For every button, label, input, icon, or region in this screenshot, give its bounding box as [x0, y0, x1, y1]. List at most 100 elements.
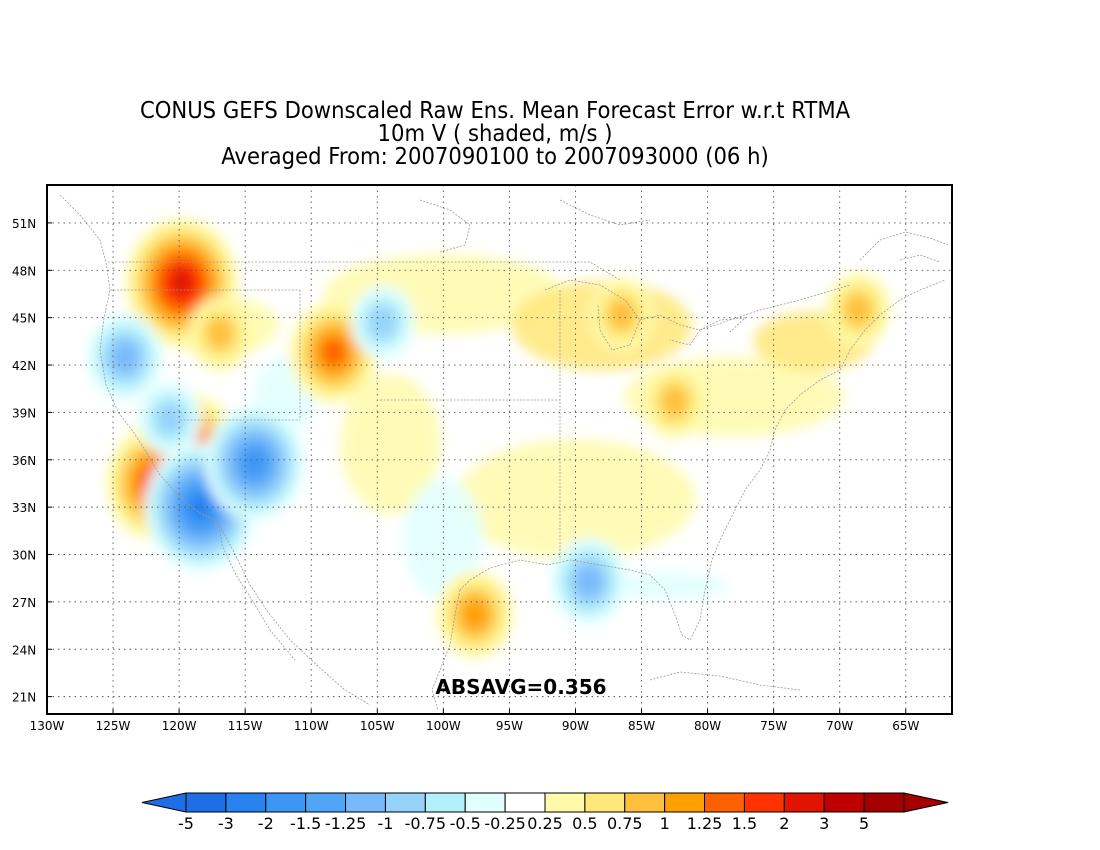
lat-label: 42N	[12, 359, 36, 373]
colorbar-label: -5	[178, 814, 194, 833]
shading-feature	[368, 306, 397, 339]
colorbar-over-arrow	[903, 792, 949, 813]
colorbar-labels: -5 -3 -2 -1.5 -1.25 -1 -0.75 -0.5 -0.25 0.25 0.5 0.…	[178, 814, 869, 833]
lon-label: 100W	[426, 719, 461, 733]
coastline-canada-east	[859, 231, 949, 263]
shading-band	[340, 373, 441, 514]
map-frame	[46, 184, 953, 715]
lon-label: 105W	[360, 719, 395, 733]
lat-label: 45N	[12, 312, 36, 326]
colorbar-label: 1.25	[687, 814, 723, 833]
lat-label: 48N	[12, 264, 36, 278]
shading-feature	[156, 402, 184, 435]
colorbar-under-arrow	[141, 792, 187, 813]
colorbar-box	[823, 792, 865, 813]
colorbar-box	[384, 792, 426, 813]
lat-label: 30N	[12, 549, 36, 563]
shading-feature	[242, 449, 266, 477]
lat-label: 36N	[12, 454, 36, 468]
lon-label: 90W	[562, 719, 589, 733]
colorbar-box	[265, 792, 307, 813]
colorbar-label: -2	[258, 814, 274, 833]
lon-label: 95W	[496, 719, 523, 733]
colorbar-box	[185, 792, 227, 813]
title-line-3: Averaged From: 2007090100 to 2007093000 …	[221, 144, 769, 170]
shading-feature	[112, 342, 138, 372]
coastline-caribbean	[649, 671, 801, 691]
shading-feature	[844, 293, 872, 326]
colorbar-label: -3	[218, 814, 234, 833]
shading-feature	[206, 317, 234, 350]
shading-feature	[462, 599, 488, 630]
shading-feature	[607, 298, 636, 331]
coastline-mexico-east	[431, 589, 461, 711]
colorbar-label: -1.25	[325, 814, 366, 833]
coastlines	[59, 194, 949, 711]
colorbar-box	[504, 792, 546, 813]
colorbar-box	[225, 792, 267, 813]
shading-band	[403, 478, 484, 599]
lat-label: 51N	[12, 217, 36, 231]
latitude-labels: 51N 48N 45N 42N 39N 36N 33N 30N 27N 24N 21N	[12, 217, 36, 705]
colorbar-box	[624, 792, 666, 813]
lon-label: 70W	[826, 719, 853, 733]
colorbar-label: -1.5	[290, 814, 321, 833]
colorbar-label: 0.75	[607, 814, 643, 833]
lon-label: 115W	[228, 719, 263, 733]
shading-band	[607, 572, 728, 601]
shading-feature	[189, 494, 212, 521]
lon-label: 75W	[760, 719, 787, 733]
colorbar-box	[704, 792, 745, 813]
lat-label: 39N	[12, 406, 36, 420]
coastline-gulf	[459, 519, 731, 641]
colorbar-label: 2	[779, 814, 789, 833]
shading-feature	[321, 338, 346, 367]
gridlines	[47, 185, 952, 714]
axis-ticks	[46, 222, 907, 714]
map-area	[47, 185, 952, 714]
colorbar-box	[743, 792, 785, 813]
shading-feature	[170, 270, 193, 296]
coastline-west	[59, 194, 371, 706]
error-shading	[86, 218, 891, 659]
colorbar-box	[464, 792, 506, 813]
colorbar-box	[783, 792, 825, 813]
colorbar-label: 3	[819, 814, 829, 833]
colorbar	[141, 792, 949, 813]
great-lakes	[544, 279, 747, 351]
lat-label: 33N	[12, 501, 36, 515]
colorbar-box	[424, 792, 466, 813]
lon-label: 65W	[892, 719, 919, 733]
lon-label: 85W	[628, 719, 655, 733]
colorbar-box	[664, 792, 706, 813]
chart-title: CONUS GEFS Downscaled Raw Ens. Mean Fore…	[40, 100, 951, 169]
colorbar-label: -0.75	[405, 814, 446, 833]
lat-label: 21N	[12, 691, 36, 705]
colorbar-label: 5	[859, 814, 869, 833]
colorbar-label: 0.25	[527, 814, 563, 833]
colorbar-box	[305, 792, 347, 813]
shading-feature	[660, 385, 689, 418]
colorbar-label: -1	[377, 814, 393, 833]
longitude-labels: 130W 125W 120W 115W 110W 105W 100W 95W 90W 85W 80W…	[30, 719, 920, 733]
state-borders-hint	[110, 289, 561, 560]
lon-label: 120W	[162, 719, 197, 733]
colorbar-box	[584, 792, 626, 813]
colorbar-label: -0.5	[450, 814, 481, 833]
shading-feature	[576, 566, 602, 596]
colorbar-box	[345, 792, 386, 813]
hudson-coast	[419, 199, 651, 253]
lat-label: 24N	[12, 643, 36, 657]
colorbar-box	[863, 792, 905, 813]
canada-border	[108, 261, 851, 331]
colorbar-label: 1	[660, 814, 670, 833]
title-line-2: 10m V ( shaded, m/s )	[377, 121, 613, 147]
colorbar-label: 0.5	[572, 814, 597, 833]
colorbar-box	[544, 792, 586, 813]
coastline-baja	[217, 519, 296, 661]
lon-label: 110W	[294, 719, 329, 733]
colorbar-label: -0.25	[484, 814, 525, 833]
title-line-1: CONUS GEFS Downscaled Raw Ens. Mean Fore…	[139, 98, 851, 124]
lon-label: 130W	[30, 719, 65, 733]
